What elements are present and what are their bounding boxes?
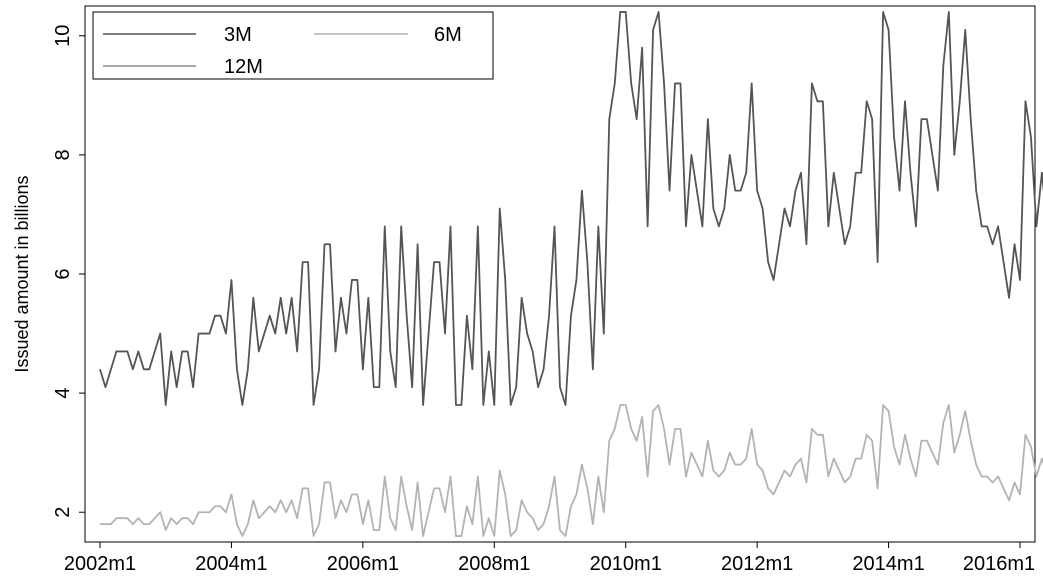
x-tick-label: 2012m1 — [721, 553, 793, 575]
y-axis-title: Issued amount in billions — [12, 175, 32, 372]
x-tick-label: 2008m1 — [458, 553, 530, 575]
x-tick-label: 2016m1 — [963, 553, 1035, 575]
y-tick-label: 8 — [52, 149, 74, 160]
y-tick-label: 6 — [52, 268, 74, 279]
x-tick-label: 2010m1 — [590, 553, 662, 575]
series-line-6m — [100, 404, 1043, 537]
y-tick-label: 2 — [52, 507, 74, 518]
x-tick-label: 2006m1 — [327, 553, 399, 575]
legend: 3M 6M 12M — [92, 11, 494, 80]
legend-label-6m: 6M — [434, 24, 462, 46]
y-tick-label: 10 — [52, 25, 74, 47]
legend-label-12m: 12M — [224, 56, 263, 78]
legend-box — [92, 11, 494, 80]
plot-frame — [84, 5, 1036, 543]
y-tick-label: 4 — [52, 388, 74, 399]
series-layer — [99, 11, 1043, 537]
x-tick-label: 2004m1 — [195, 553, 267, 575]
x-tick-label: 2014m1 — [852, 553, 924, 575]
x-axis: 2002m1 2004m1 2006m1 2008m1 2010m1 2012m1 2014… — [64, 542, 1035, 575]
legend-label-3m: 3M — [224, 24, 252, 46]
series-line-3m — [99, 11, 1043, 406]
x-tick-label: 2002m1 — [64, 553, 136, 575]
y-axis: 2 4 6 8 10 — [52, 25, 85, 518]
